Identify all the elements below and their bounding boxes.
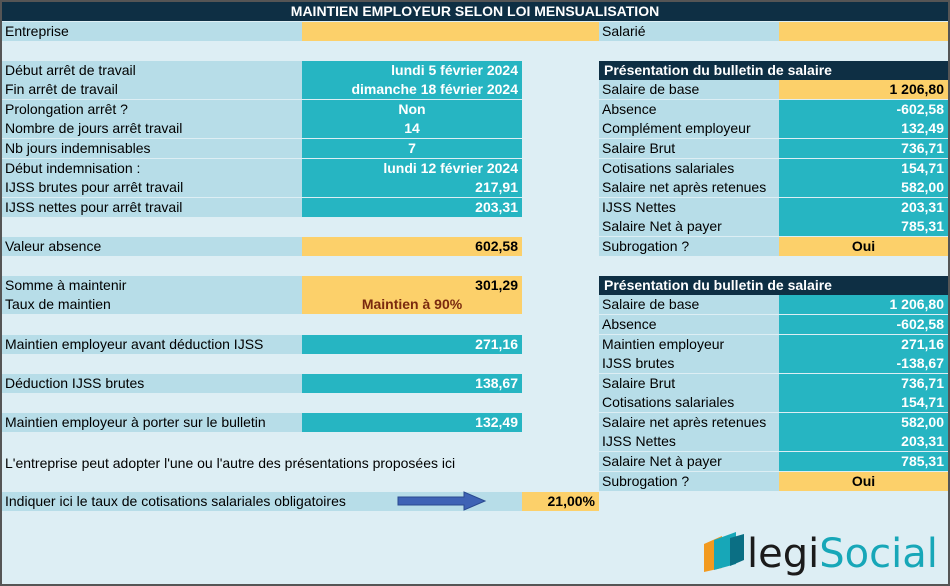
somme-value[interactable]: 301,29 [302,276,522,295]
bulletin2-label-7: IJSS Nettes [599,432,779,451]
left-label-5: Début indemnisation : [2,159,302,178]
bulletin1-label-5: Salaire net après retenues [599,178,779,197]
left-value-3[interactable]: 14 [302,119,522,138]
bulletin2-label-1: Absence [599,315,779,334]
porter-label: Maintien employeur à porter sur le bulle… [2,413,302,432]
salarie-input-cell[interactable] [779,22,948,41]
cotisations-label: Indiquer ici le taux de cotisations sala… [2,492,522,511]
maintien-avant-value[interactable]: 271,16 [302,335,522,354]
bulletin1-value-7[interactable]: 785,31 [779,217,948,236]
bulletin2-label-5: Cotisations salariales [599,393,779,412]
bulletin1-label-6: IJSS Nettes [599,198,779,217]
left-label-6: IJSS brutes pour arrêt travail [2,178,302,197]
bulletin1-label-3: Salaire Brut [599,139,779,158]
logo-text-post: Social [819,531,938,577]
bulletin1-value-2[interactable]: 132,49 [779,119,948,138]
bulletin2-value-3[interactable]: -138,67 [779,354,948,373]
left-value-6[interactable]: 217,91 [302,178,522,197]
bulletin1-header: Présentation du bulletin de salaire [599,61,948,80]
left-label-1: Fin arrêt de travail [2,80,302,99]
legisocial-logo-icon [700,530,748,574]
bulletin1-label-1: Absence [599,100,779,119]
left-label-4: Nb jours indemnisables [2,139,302,158]
bulletin2-label-6: Salaire net après retenues [599,413,779,432]
presentation-note: L'entreprise peut adopter l'une ou l'aut… [5,455,456,471]
bulletin1-label-2: Complément employeur [599,119,779,138]
bulletin1-subrogation-select[interactable]: Oui [779,237,948,256]
bulletin1-value-4[interactable]: 154,71 [779,159,948,178]
entreprise-label: Entreprise [2,22,302,41]
legisocial-logo-text: legiSocial [747,530,938,578]
left-label-2: Prolongation arrêt ? [2,100,302,119]
left-label-7: IJSS nettes pour arrêt travail [2,198,302,217]
arrow-right-icon [396,491,488,511]
sheet-title: MAINTIEN EMPLOYEUR SELON LOI MENSUALISAT… [2,2,948,21]
salarie-label: Salarié [599,22,779,41]
porter-value[interactable]: 132,49 [302,413,522,432]
left-value-4[interactable]: 7 [302,139,522,158]
bulletin2-value-7[interactable]: 203,31 [779,432,948,451]
bulletin2-value-6[interactable]: 582,00 [779,413,948,432]
bulletin1-value-5[interactable]: 582,00 [779,178,948,197]
bulletin2-label-8: Salaire Net à payer [599,452,779,471]
cotisations-rate-input[interactable]: 21,00% [522,492,599,511]
bulletin1-value-1[interactable]: -602,58 [779,100,948,119]
left-value-0[interactable]: lundi 5 février 2024 [302,61,522,80]
left-label-3: Nombre de jours arrêt travail [2,119,302,138]
bulletin2-subrogation-label: Subrogation ? [599,472,779,491]
bulletin2-value-4[interactable]: 736,71 [779,374,948,393]
somme-label: Somme à maintenir [2,276,302,295]
bulletin2-value-1[interactable]: -602,58 [779,315,948,334]
bulletin1-label-7: Salaire Net à payer [599,217,779,236]
bulletin1-value-0[interactable]: 1 206,80 [779,80,948,99]
bulletin1-subrogation-label: Subrogation ? [599,237,779,256]
bulletin2-label-2: Maintien employeur [599,335,779,354]
valeur-absence-value[interactable]: 602,58 [302,237,522,256]
bulletin2-label-0: Salaire de base [599,295,779,314]
left-value-1[interactable]: dimanche 18 février 2024 [302,80,522,99]
bulletin2-value-8[interactable]: 785,31 [779,452,948,471]
left-value-5[interactable]: lundi 12 février 2024 [302,159,522,178]
maintien-avant-label: Maintien employeur avant déduction IJSS [2,335,302,354]
bulletin1-label-4: Cotisations salariales [599,159,779,178]
entreprise-input-cell[interactable] [302,22,599,41]
left-value-2[interactable]: Non [302,100,522,119]
bulletin1-value-6[interactable]: 203,31 [779,198,948,217]
taux-select[interactable]: Maintien à 90% [302,295,522,314]
bulletin2-header: Présentation du bulletin de salaire [599,276,948,295]
bulletin2-subrogation-select[interactable]: Oui [779,472,948,491]
deduction-value[interactable]: 138,67 [302,374,522,393]
taux-label: Taux de maintien [2,295,302,314]
logo-text-pre: legi [747,531,820,577]
valeur-absence-label: Valeur absence [2,237,302,256]
left-label-0: Début arrêt de travail [2,61,302,80]
bulletin2-value-0[interactable]: 1 206,80 [779,295,948,314]
bulletin2-value-5[interactable]: 154,71 [779,393,948,412]
bulletin2-label-3: IJSS brutes [599,354,779,373]
bulletin1-value-3[interactable]: 736,71 [779,139,948,158]
left-value-7[interactable]: 203,31 [302,198,522,217]
bulletin2-value-2[interactable]: 271,16 [779,335,948,354]
deduction-label: Déduction IJSS brutes [2,374,302,393]
bulletin2-label-4: Salaire Brut [599,374,779,393]
bulletin1-label-0: Salaire de base [599,80,779,99]
